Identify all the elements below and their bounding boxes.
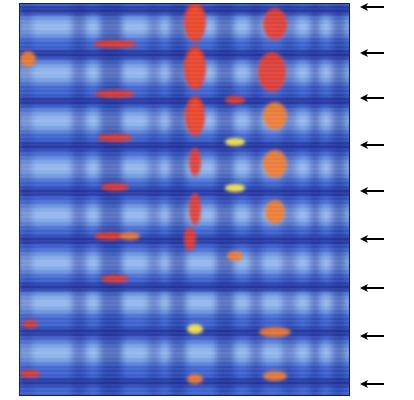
left-arrow-icon <box>360 187 384 195</box>
arrow-head <box>360 332 368 340</box>
left-arrow-icon <box>360 332 384 340</box>
arrow-head <box>360 380 368 388</box>
left-arrow-icon <box>360 94 384 102</box>
arrow-head <box>360 187 368 195</box>
arrow-column <box>360 3 384 388</box>
arrow-head <box>360 94 368 102</box>
arrow-head <box>360 3 368 11</box>
left-arrow-icon <box>360 3 384 11</box>
streak-texture <box>20 4 349 395</box>
arrow-head <box>360 284 368 292</box>
arrow-head <box>360 235 368 243</box>
left-arrow-icon <box>360 380 384 388</box>
left-arrow-icon <box>360 235 384 243</box>
arrow-head <box>360 49 368 57</box>
left-arrow-icon <box>360 141 384 149</box>
left-arrow-icon <box>360 284 384 292</box>
heatmap-canvas <box>20 4 349 395</box>
arrow-head <box>360 141 368 149</box>
heatmap-image <box>19 3 350 396</box>
left-arrow-icon <box>360 49 384 57</box>
